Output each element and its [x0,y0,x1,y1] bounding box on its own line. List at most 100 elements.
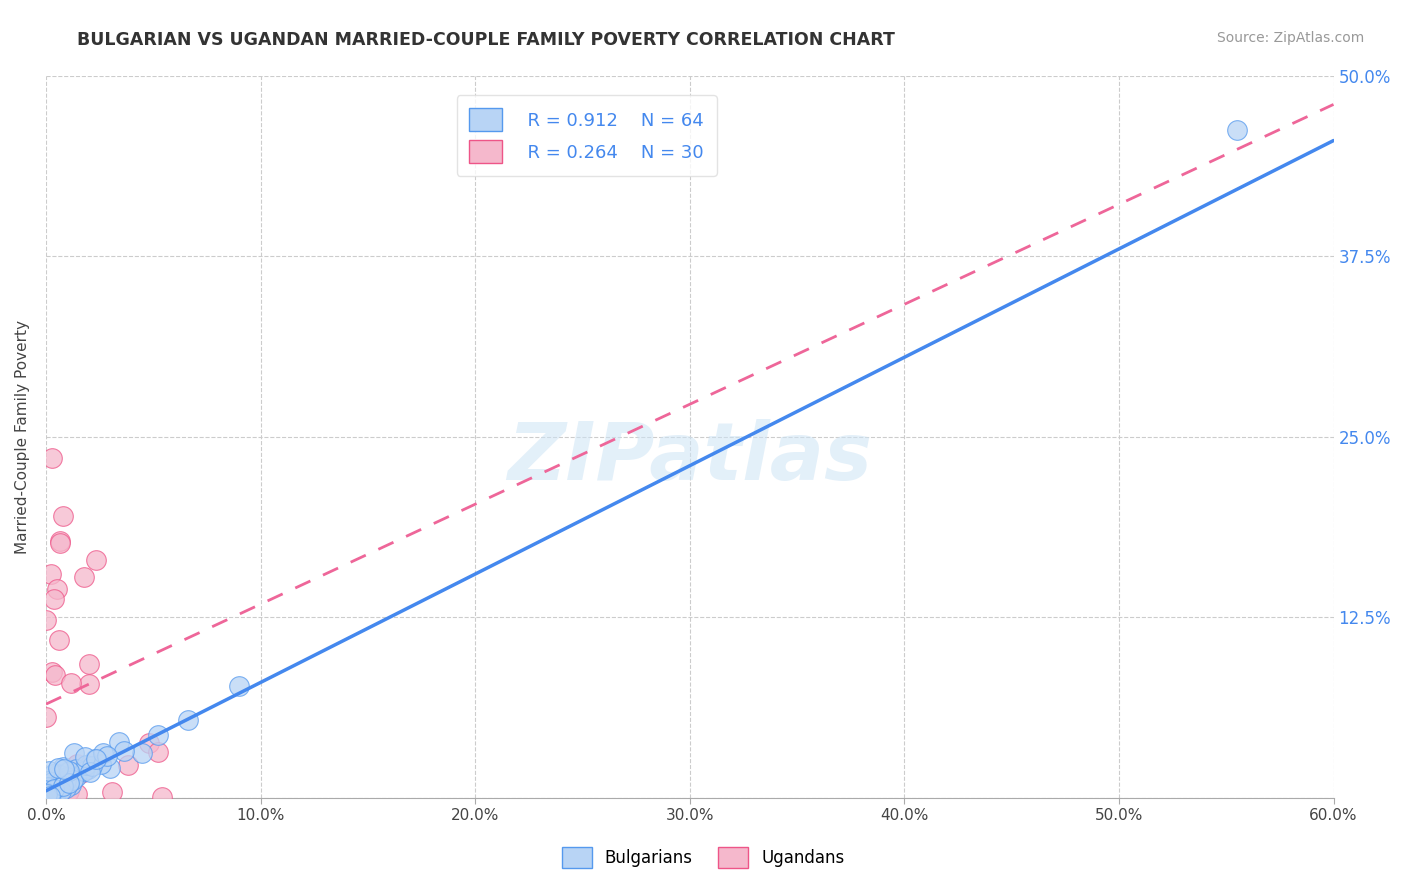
Point [44,791,66,805]
Point [84,751,107,765]
Point [63,765,86,780]
Point [146,745,169,759]
Point [42,791,65,805]
Point [35,710,58,724]
Point [228,679,250,693]
Y-axis label: Married-Couple Family Poverty: Married-Couple Family Poverty [15,320,30,554]
Point [49,533,72,548]
Point [53,776,76,790]
Point [117,758,139,772]
Point [59,778,82,792]
Point [38,788,60,802]
Point [52,759,75,773]
Point [55,780,77,795]
Point [86,552,108,566]
Point [112,744,135,758]
Point [65,762,87,776]
Point [56,779,79,793]
Point [51,783,73,797]
Point [177,714,200,728]
Point [58,776,80,790]
Point [37,779,59,793]
Point [66,787,89,801]
Point [42,591,65,606]
Text: BULGARIAN VS UGANDAN MARRIED-COUPLE FAMILY POVERTY CORRELATION CHART: BULGARIAN VS UGANDAN MARRIED-COUPLE FAMI… [77,31,896,49]
Legend: Bulgarians, Ugandans: Bulgarians, Ugandans [555,840,851,875]
Point [101,785,124,799]
Point [55,773,77,788]
Point [131,746,153,760]
Point [48,767,70,781]
Point [77,657,100,671]
Point [44,789,66,803]
Point [62,746,84,760]
Point [37,774,59,789]
Point [1226,123,1249,137]
Point [41,665,63,679]
Point [46,772,69,787]
Point [49,768,72,782]
Point [91,747,114,761]
Point [38,764,60,779]
Point [37,786,59,800]
Point [39,567,62,582]
Point [77,762,100,776]
Point [80,758,103,772]
Point [52,762,75,776]
Point [48,775,70,789]
Point [98,761,121,775]
Point [44,782,66,797]
Point [58,764,80,778]
Point [66,757,89,772]
Point [39,789,62,803]
Point [42,766,65,780]
Point [65,770,87,784]
Point [77,677,100,691]
Point [37,780,59,794]
Point [53,774,76,789]
Point [59,675,82,690]
Point [37,789,59,803]
Point [46,780,69,794]
Point [39,783,62,797]
Point [49,778,72,792]
Point [41,791,63,805]
Text: Source: ZipAtlas.com: Source: ZipAtlas.com [1216,31,1364,45]
Point [49,535,72,549]
Point [59,769,82,783]
Point [72,764,94,778]
Point [79,764,101,779]
Point [52,772,75,787]
Point [44,668,66,682]
Text: ZIPatlas: ZIPatlas [508,419,872,498]
Point [138,736,160,750]
Point [83,752,105,766]
Point [48,633,70,648]
Point [75,758,97,772]
Point [35,787,58,801]
Point [39,784,62,798]
Point [37,791,59,805]
Point [70,766,93,780]
Point [46,761,69,775]
Point [146,728,169,742]
Point [96,748,118,763]
Point [65,757,87,772]
Point [52,779,75,793]
Point [41,451,63,466]
Point [41,774,63,789]
Point [56,770,79,784]
Legend:   R = 0.912    N = 64,   R = 0.264    N = 30: R = 0.912 N = 64, R = 0.264 N = 30 [457,95,717,176]
Point [52,509,75,524]
Point [150,789,173,804]
Point [41,780,63,794]
Point [45,582,67,596]
Point [62,773,84,788]
Point [75,750,97,764]
Point [73,570,96,584]
Point [38,786,60,800]
Point [58,784,80,798]
Point [35,613,58,627]
Point [108,735,131,749]
Point [90,757,112,772]
